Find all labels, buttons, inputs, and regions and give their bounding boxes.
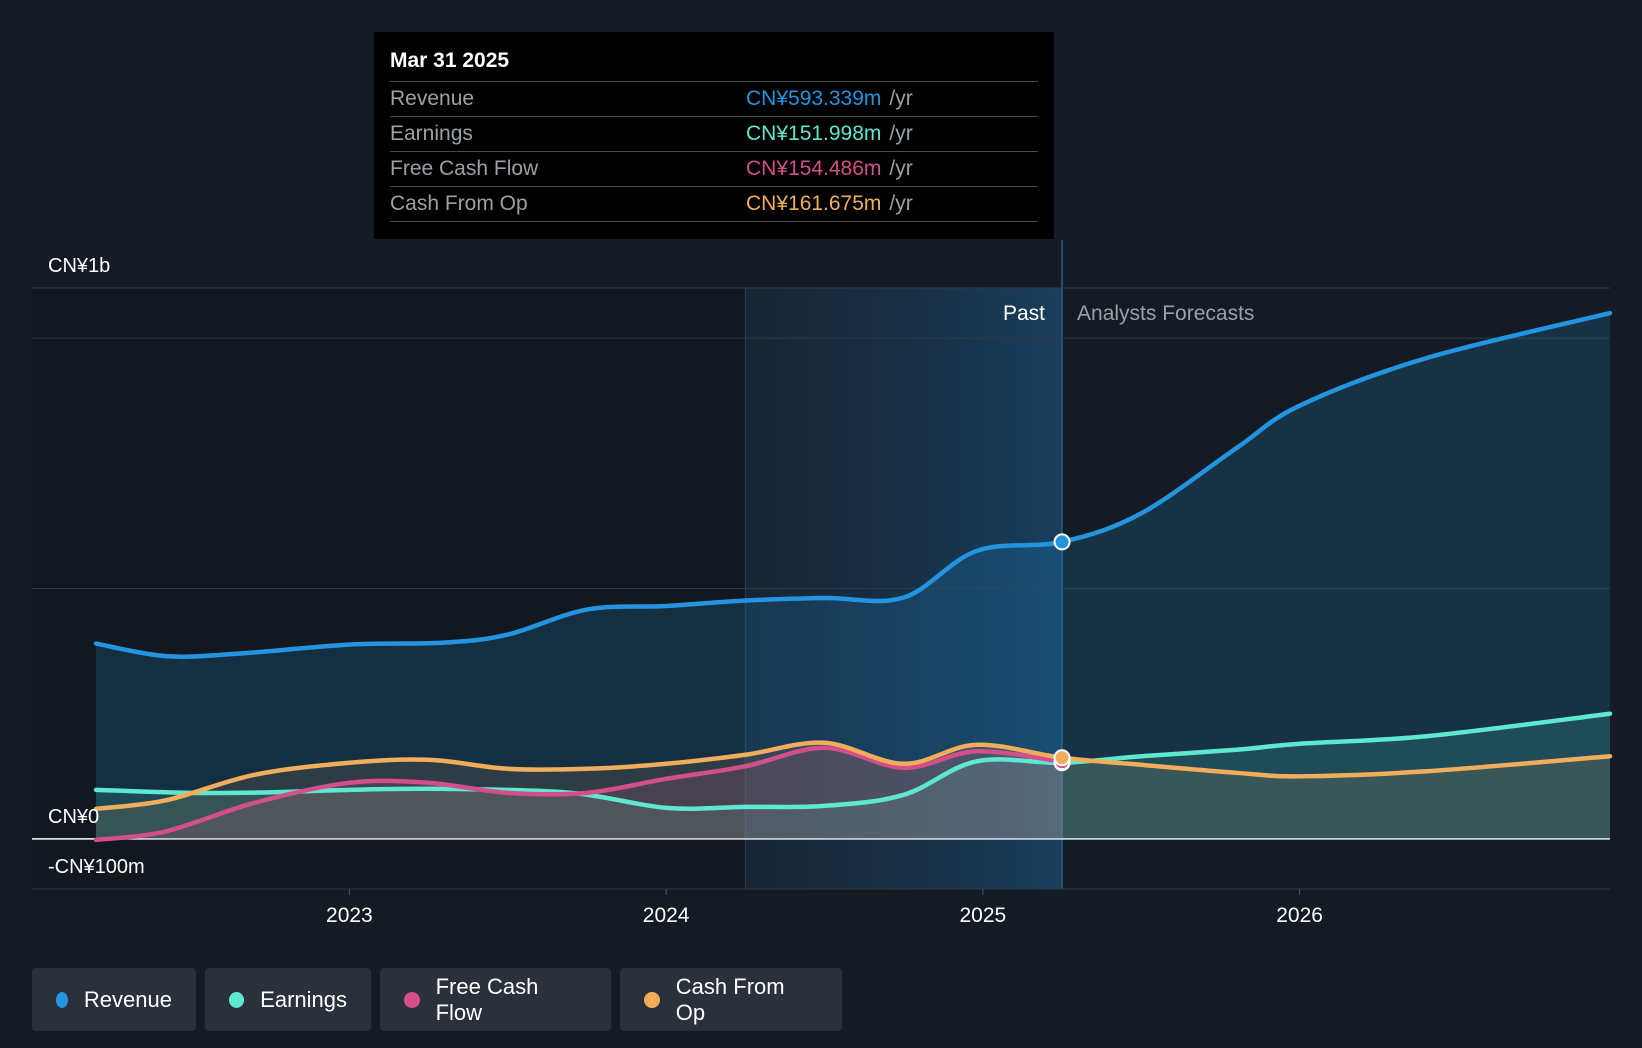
tooltip-row-earnings: Earnings CN¥151.998m /yr [390,116,1038,151]
tooltip-value: CN¥161.675m [746,192,882,215]
forecast-label: Analysts Forecasts [1077,302,1254,325]
past-label: Past [1003,302,1045,325]
legend-label: Earnings [260,986,347,1012]
tooltip-unit: /yr [889,192,913,215]
tooltip-unit: /yr [889,122,913,145]
marker-cash-from-op [1053,749,1071,767]
tooltip-unit: /yr [889,157,913,180]
line-cash-from-op [93,740,1613,812]
tooltip-label: Free Cash Flow [390,157,539,180]
y-tick-label: CN¥1b [48,255,110,277]
legend-item-earnings[interactable]: Earnings [205,968,371,1031]
legend-dot-icon [229,991,245,1008]
legend-label: Cash From Op [675,973,785,1025]
x-tick-label: 2025 [960,904,1007,927]
y-tick-label: -CN¥100m [48,856,145,878]
line-earnings [93,711,1613,811]
tooltip-row-free-cash-flow: Free Cash Flow CN¥154.486m /yr [390,151,1038,186]
marker-revenue [1053,533,1071,551]
x-tick-label: 2023 [326,904,373,927]
tooltip-row-cash-from-op: Cash From Op CN¥161.675m /yr [390,186,1038,222]
tooltip-unit: /yr [889,87,913,110]
x-tick-label: 2026 [1276,904,1323,927]
tooltip-value: CN¥593.339m [746,87,882,110]
tooltip-label: Cash From Op [390,192,528,215]
legend-label: Revenue [83,986,172,1012]
chart-legend: Revenue Earnings Free Cash Flow Cash Fro… [32,968,842,1031]
area-revenue [96,313,1610,839]
tooltip-value: CN¥151.998m [746,122,882,145]
line-revenue [93,310,1613,659]
tooltip-label: Revenue [390,87,475,110]
x-tick-label: 2024 [643,904,690,927]
line-free-cash-flow [93,745,1065,843]
legend-item-free-cash-flow[interactable]: Free Cash Flow [380,968,611,1031]
legend-item-revenue[interactable]: Revenue [32,968,196,1031]
tooltip-date: Mar 31 2025 [390,49,510,72]
legend-dot-icon [644,991,660,1008]
tooltip-label: Earnings [390,122,473,145]
area-earnings [96,713,1610,839]
legend-dot-icon [56,991,68,1008]
tooltip-value: CN¥154.486m [746,157,882,180]
data-tooltip: Mar 31 2025 Revenue CN¥593.339m /yr Earn… [374,32,1054,239]
legend-label: Free Cash Flow [435,973,539,1025]
tooltip-row-revenue: Revenue CN¥593.339m /yr [390,81,1038,116]
legend-dot-icon [404,991,420,1008]
legend-item-cash-from-op[interactable]: Cash From Op [620,968,842,1031]
y-tick-label: CN¥0 [48,806,99,828]
